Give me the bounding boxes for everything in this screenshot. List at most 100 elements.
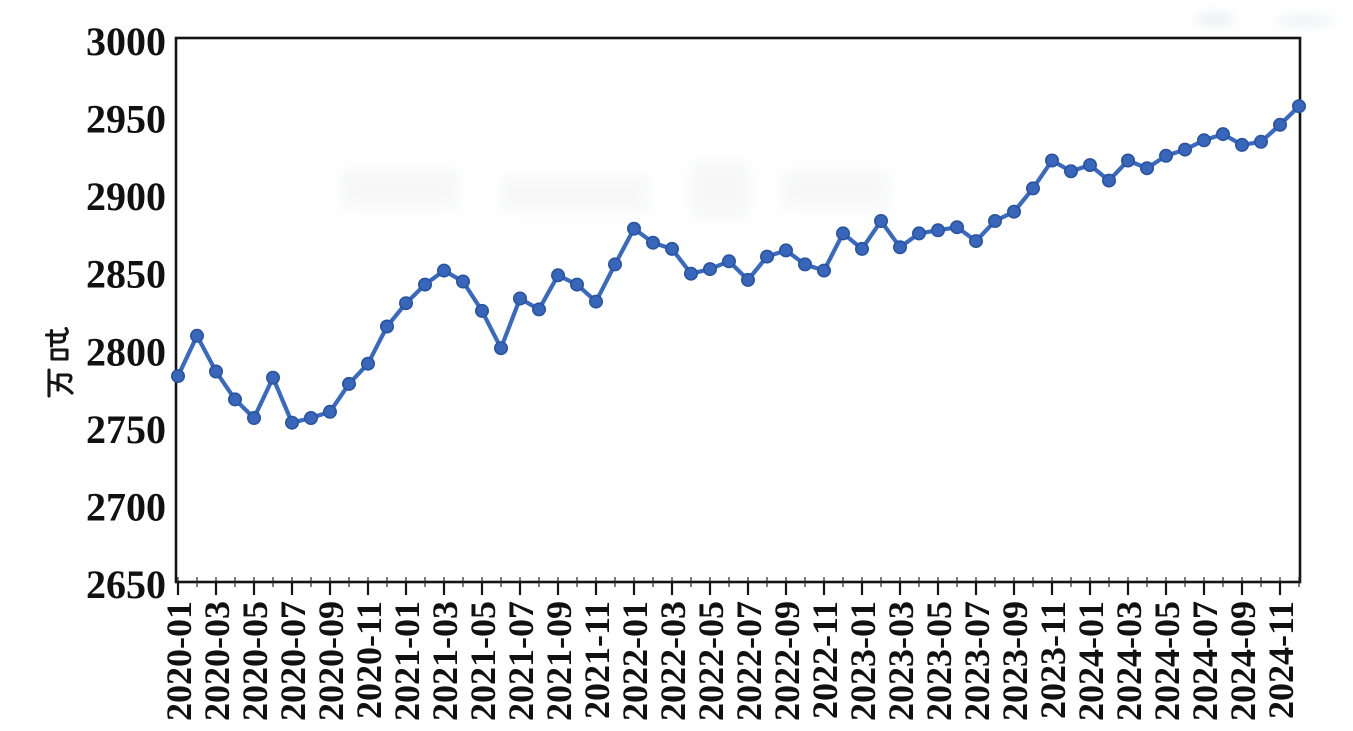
data-point-marker [854, 241, 869, 256]
x-axis-tick-label: 2022-01 [615, 601, 655, 721]
data-point-marker [721, 254, 736, 269]
data-point-marker [569, 277, 584, 292]
x-axis-tick-label: 2024-07 [1185, 601, 1225, 721]
x-axis-tick-label: 2024-01 [1071, 601, 1111, 721]
data-point-marker [512, 291, 527, 306]
scan-artifact [500, 175, 650, 213]
x-axis-tick-label: 2023-11 [1033, 601, 1073, 719]
scan-artifact [780, 170, 890, 210]
data-point-marker [626, 221, 641, 236]
x-axis-tick-label: 2020-07 [273, 601, 313, 721]
plot-border [174, 36, 1302, 584]
x-axis-tick-label: 2021-03 [425, 601, 465, 721]
data-point-marker [759, 249, 774, 264]
x-axis-tick-label: 2023-01 [843, 601, 883, 721]
data-point-marker [322, 404, 337, 419]
scan-artifact [690, 160, 750, 220]
data-point-marker [797, 257, 812, 272]
x-axis-tick-label: 2021-01 [387, 601, 427, 721]
data-point-marker [1197, 133, 1212, 148]
x-axis-tick-label: 2021-07 [501, 601, 541, 721]
x-axis-tick-label: 2022-09 [767, 601, 807, 721]
x-axis-tick-label: 2020-09 [311, 601, 351, 721]
x-axis-tick-label: 2021-11 [577, 601, 617, 719]
data-point-marker [816, 263, 831, 278]
x-axis-tick-label: 2023-05 [919, 601, 959, 721]
data-point-marker [1159, 148, 1174, 163]
data-point-marker [531, 302, 546, 317]
data-point-marker [1178, 142, 1193, 157]
data-point-marker [683, 266, 698, 281]
y-axis-tick-label: 2950 [86, 97, 166, 142]
data-point-marker [702, 262, 717, 277]
y-axis-title-glyph-stroke [56, 373, 73, 392]
data-point-marker [228, 392, 243, 407]
data-point-marker [968, 234, 983, 249]
data-point-marker [1216, 127, 1231, 142]
data-point-marker [209, 364, 224, 379]
data-point-marker [1102, 173, 1117, 188]
data-point-marker [398, 296, 413, 311]
data-point-marker [360, 356, 375, 371]
data-point-marker [247, 410, 262, 425]
data-point-marker [949, 220, 964, 235]
data-point-marker [778, 243, 793, 258]
data-point-marker [588, 294, 603, 309]
data-point-marker [930, 223, 945, 238]
x-axis-tick-label: 2024-11 [1261, 601, 1301, 719]
data-point-marker [417, 277, 432, 292]
x-axis-tick-label: 2022-07 [729, 601, 769, 721]
data-point-marker [379, 319, 394, 334]
data-point-marker [1273, 117, 1288, 132]
data-point-marker [740, 272, 755, 287]
data-point-marker [1064, 164, 1079, 179]
data-point-marker [303, 410, 318, 425]
data-point-marker [171, 369, 186, 384]
x-axis-tick-label: 2024-05 [1147, 601, 1187, 721]
y-axis-title-glyph-stroke [49, 335, 67, 344]
data-point-marker [1083, 158, 1098, 173]
data-point-marker [1292, 99, 1307, 114]
x-axis-tick-label: 2020-01 [159, 601, 199, 721]
data-point-marker [284, 415, 299, 430]
data-point-marker [550, 268, 565, 283]
y-axis-tick-label: 3000 [86, 19, 166, 64]
data-point-marker [1254, 134, 1269, 149]
scan-artifact [1195, 12, 1235, 26]
data-point-marker [455, 274, 470, 289]
x-axis-tick-label: 2020-11 [349, 601, 389, 719]
x-axis-tick-label: 2021-05 [463, 601, 503, 721]
y-axis-tick-label: 2900 [86, 174, 166, 219]
scan-artifact [340, 168, 460, 210]
x-axis-tick-label: 2024-03 [1109, 601, 1149, 721]
data-point-marker [911, 226, 926, 241]
data-point-marker [607, 257, 622, 272]
data-point-marker [645, 235, 660, 250]
y-axis-tick-label: 2800 [86, 329, 166, 374]
y-axis-tick-label: 2650 [86, 562, 166, 607]
x-axis-tick-label: 2024-09 [1223, 601, 1263, 721]
y-axis-title-glyph-stroke [50, 348, 69, 361]
x-axis-tick-label: 2023-07 [957, 601, 997, 721]
data-point-marker [1121, 153, 1136, 168]
data-point-marker [873, 214, 888, 229]
data-point-marker [664, 241, 679, 256]
data-point-marker [835, 226, 850, 241]
data-point-marker [341, 376, 356, 391]
data-point-marker [190, 328, 205, 343]
data-point-marker [436, 263, 451, 278]
y-axis-tick-label: 2850 [86, 252, 166, 297]
y-axis-title-glyph-stroke [44, 326, 69, 337]
x-axis-tick-label: 2022-03 [653, 601, 693, 721]
x-axis-tick-label: 2020-05 [235, 601, 275, 721]
y-axis-title-glyph-stroke [47, 380, 74, 395]
x-axis-tick-label: 2021-09 [539, 601, 579, 721]
x-axis-tick-label: 2023-09 [995, 601, 1035, 721]
data-point-marker [1140, 161, 1155, 176]
data-point-marker [892, 240, 907, 255]
data-point-marker [265, 370, 280, 385]
data-point-marker [474, 303, 489, 318]
data-point-marker [1235, 137, 1250, 152]
x-axis-tick-label: 2023-03 [881, 601, 921, 721]
